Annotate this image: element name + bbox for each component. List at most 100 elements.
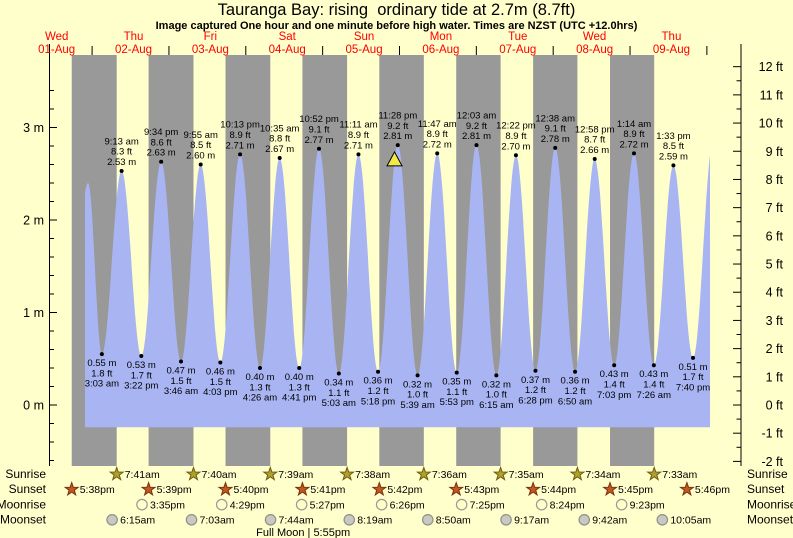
- axis-label-left: 1 m: [23, 306, 44, 320]
- sun-moon-rows: Sunrise Sunrise 7:41am 7:40am 7:39am 7:38am 7:…: [0, 465, 793, 527]
- tide-labels: 9:13 am8.3 ft2.53 m 9:34 pm8.6 ft2.63 m 9:…: [85, 110, 711, 411]
- day-weekday-label: Thu: [662, 31, 682, 43]
- moonset-time: 7:03am: [200, 515, 235, 527]
- high-tide-label: 2.81 m: [383, 131, 412, 142]
- high-tide-label: 2.53 m: [107, 157, 136, 168]
- high-tide-dot: [159, 159, 164, 164]
- high-tide-dot: [513, 153, 518, 158]
- high-tide-label: 2.78 m: [541, 134, 570, 145]
- low-tide-label: 1.4 ft: [604, 380, 625, 391]
- axis-label-right: 6 ft: [766, 229, 784, 243]
- low-tide-label: 7:03 pm: [597, 390, 631, 401]
- high-tide-label: 2.72 m: [423, 139, 452, 150]
- high-tide-label: 8.9 ft: [427, 129, 448, 140]
- low-tide-label: 1.7 ft: [131, 370, 152, 381]
- day-date-label: 08-Aug: [576, 44, 613, 56]
- high-tide-label: 2.71 m: [226, 140, 255, 151]
- moonset-time: 8:19am: [357, 515, 392, 527]
- day-weekday-label: Wed: [583, 31, 606, 43]
- high-tide-label: 2.70 m: [501, 141, 530, 152]
- axis-label-left: 2 m: [23, 214, 44, 228]
- axis-label-right: 10 ft: [759, 117, 784, 131]
- day-weekday-label: Sat: [279, 31, 297, 43]
- sunset-icon: [63, 481, 80, 497]
- moonrise-icon: [295, 498, 308, 511]
- low-tide-label: 6:28 pm: [518, 395, 552, 406]
- row-label-sunset-right: Sunset: [747, 482, 785, 496]
- day-weekday-label: Fri: [204, 31, 217, 43]
- moonrise-time: 6:26pm: [390, 499, 425, 511]
- low-tide-label: 0.36 m: [561, 376, 590, 387]
- low-tide-label: 4:03 pm: [203, 387, 237, 398]
- high-tide-label: 10:35 am: [260, 123, 300, 134]
- high-tide-label: 10:52 pm: [299, 114, 339, 125]
- moonset-time: 6:15am: [120, 515, 155, 527]
- moonset-icon: [106, 513, 118, 526]
- high-tide-label: 9.2 ft: [466, 121, 487, 132]
- high-tide-dot: [395, 143, 400, 148]
- low-tide-dot: [573, 369, 578, 374]
- low-tide-dot: [139, 353, 144, 358]
- sunrise-time: 7:39am: [278, 469, 313, 481]
- low-tide-dot: [297, 366, 302, 370]
- sunrise-icon: [339, 465, 356, 481]
- sunset-time: 5:44pm: [541, 484, 576, 496]
- low-tide-dot: [257, 366, 262, 370]
- day-date-label: 02-Aug: [115, 44, 152, 56]
- low-tide-label: 1.8 ft: [91, 368, 112, 379]
- sunset-icon: [140, 481, 157, 497]
- day-weekday-label: Thu: [124, 31, 144, 43]
- high-tide-label: 2.81 m: [462, 131, 491, 142]
- day-date-label: 06-Aug: [422, 44, 459, 56]
- high-tide-label: 2.77 m: [304, 135, 333, 146]
- low-tide-label: 0.34 m: [324, 378, 353, 389]
- low-tide-label: 1.1 ft: [328, 388, 349, 399]
- sunset-time: 5:43pm: [464, 484, 499, 496]
- low-tide-label: 7:26 am: [637, 390, 671, 401]
- moonset-time: 10:05am: [670, 515, 711, 527]
- high-tide-label: 11:28 pm: [378, 110, 417, 121]
- day-labels: Wed01-AugThu02-AugFri03-AugSat04-AugSun0…: [38, 31, 690, 56]
- axis-label-right: 3 ft: [766, 314, 784, 328]
- current-time-marker-icon: [386, 150, 403, 167]
- sunset-time: 5:38pm: [80, 484, 115, 496]
- high-tide-label: 2.63 m: [147, 148, 176, 159]
- sunset-time: 5:45pm: [618, 484, 653, 496]
- low-tide-dot: [376, 369, 381, 374]
- high-tide-label: 8.9 ft: [505, 131, 526, 142]
- high-tide-label: 8.7 ft: [584, 135, 605, 146]
- moonrise-icon: [215, 498, 228, 511]
- low-tide-label: 3:22 pm: [124, 381, 158, 392]
- low-tide-dot: [336, 371, 341, 376]
- day-weekday-label: Wed: [45, 31, 68, 43]
- high-tide-label: 9:13 am: [104, 136, 138, 147]
- high-tide-label: 2.71 m: [344, 140, 373, 151]
- low-tide-label: 0.51 m: [678, 362, 707, 373]
- low-tide-dot: [218, 360, 223, 365]
- sunset-time: 5:46pm: [695, 484, 730, 496]
- high-tide-dot: [671, 163, 676, 168]
- chart-title: Tauranga Bay: rising ordinary tide at 2.…: [217, 1, 576, 19]
- low-tide-label: 5:39 am: [400, 400, 434, 411]
- moonset-time: 7:44am: [279, 515, 314, 527]
- low-tide-label: 0.55 m: [87, 358, 116, 369]
- sunset-icon: [217, 481, 234, 497]
- axis-label-right: 0 ft: [766, 399, 784, 413]
- high-tide-label: 12:38 am: [535, 113, 575, 124]
- low-tide-label: 0.40 m: [285, 372, 314, 383]
- low-tide-label: 6:15 am: [479, 400, 513, 411]
- high-tide-dot: [317, 146, 322, 151]
- sunset-time: 5:42pm: [387, 484, 422, 496]
- moonset-icon: [185, 513, 198, 526]
- day-date-label: 01-Aug: [38, 44, 75, 56]
- low-tide-label: 4:41 pm: [282, 393, 316, 404]
- low-tide-label: 0.32 m: [403, 379, 432, 390]
- moonrise-icon: [615, 498, 628, 511]
- axis-label-right: 2 ft: [766, 342, 784, 356]
- day-weekday-label: Sun: [354, 31, 374, 43]
- moonrise-icon: [375, 498, 388, 511]
- row-label-moonset-right: Moonset: [747, 513, 793, 527]
- moonrise-time: 4:29pm: [230, 499, 265, 511]
- high-tide-label: 12:03 am: [457, 110, 497, 121]
